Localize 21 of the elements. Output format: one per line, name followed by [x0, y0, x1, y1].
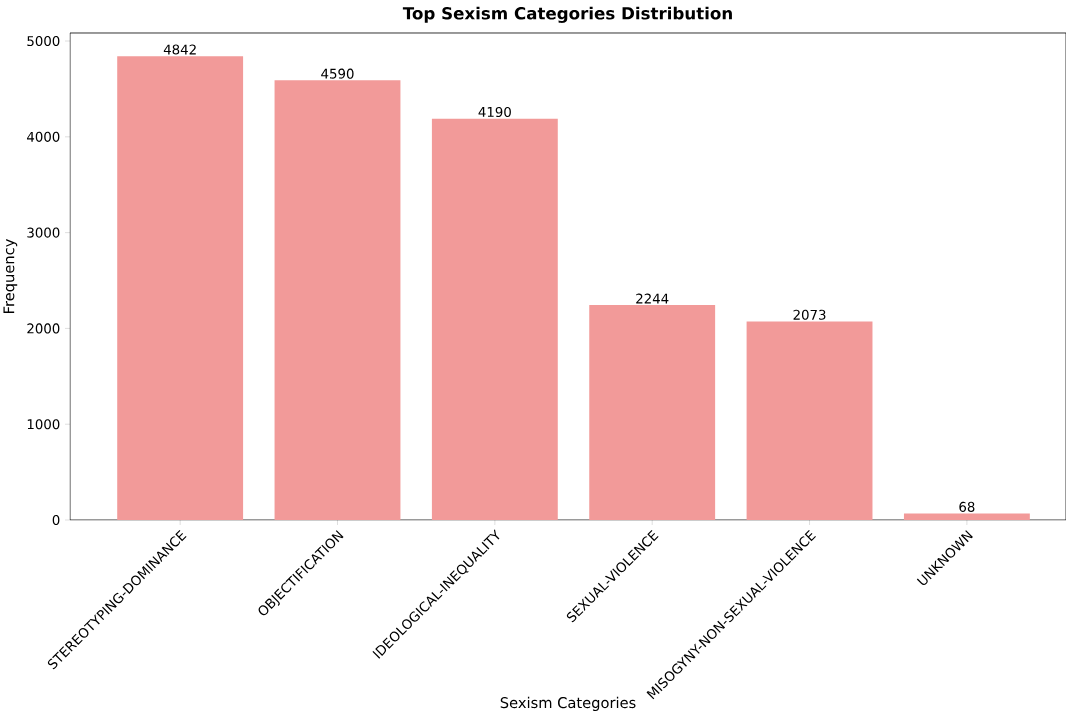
y-tick-label: 3000 — [27, 227, 60, 238]
y-tick-label: 0 — [52, 514, 60, 526]
bar — [274, 80, 401, 520]
x-axis-title: Sexism Categories — [500, 696, 636, 712]
y-tick-label: 4000 — [27, 131, 60, 142]
bar — [903, 513, 1030, 520]
y-tick-label: 1000 — [27, 419, 60, 430]
data-label: 2244 — [636, 293, 669, 304]
bar — [431, 118, 558, 520]
y-tick-label: 5000 — [27, 35, 60, 47]
chart-title: Top Sexism Categories Distribution — [402, 6, 732, 23]
y-tick-label: 2000 — [27, 323, 60, 334]
data-label: 4190 — [478, 106, 511, 118]
data-label: 2073 — [793, 309, 826, 320]
y-axis-title: Frequency — [3, 239, 18, 313]
bar — [589, 305, 716, 520]
data-label: 4842 — [163, 44, 196, 55]
bar — [746, 321, 873, 520]
data-label: 68 — [959, 501, 975, 512]
data-label: 4590 — [321, 68, 354, 79]
bar — [117, 56, 244, 520]
